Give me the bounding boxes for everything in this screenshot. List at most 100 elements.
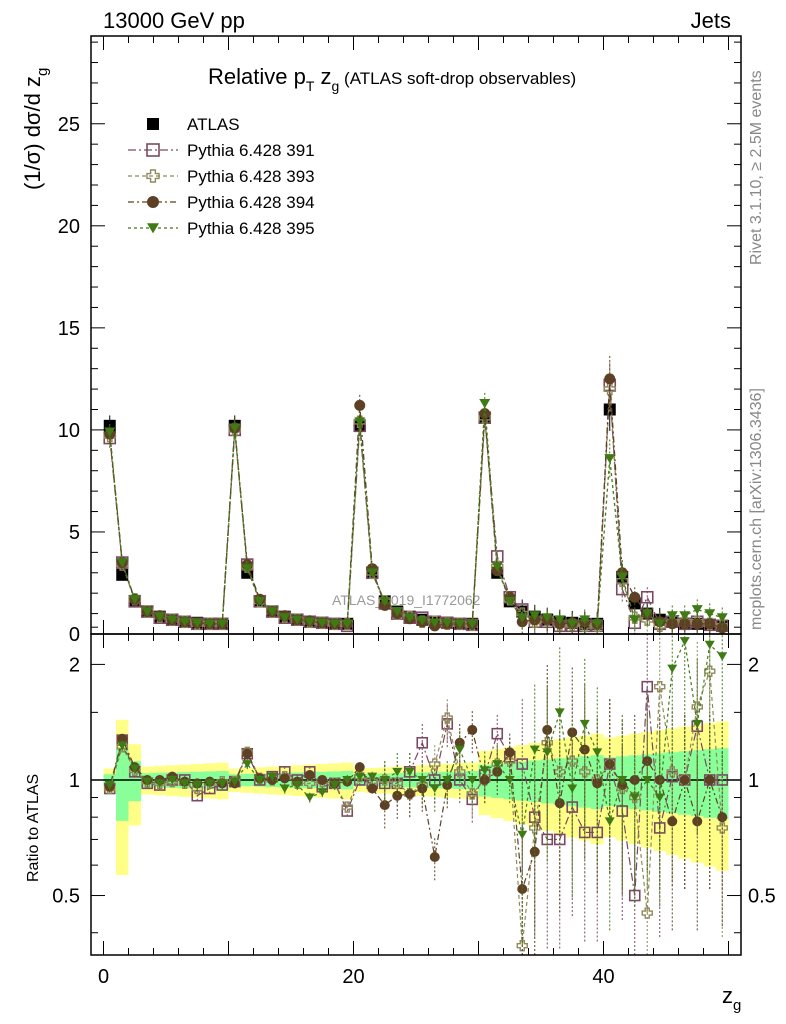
ratio-point: [491, 727, 504, 740]
ratio-point: [679, 774, 690, 785]
ratio-point: [217, 779, 228, 788]
ratio-point: [391, 777, 403, 790]
ratio-point: [204, 779, 215, 788]
ratio-point: [529, 846, 540, 857]
ratio-point: [679, 637, 690, 646]
data-point: [254, 596, 266, 607]
ratio-point: [542, 748, 553, 757]
data-point: [141, 607, 153, 617]
ratio-point: [516, 758, 529, 770]
ratio-point: [454, 766, 466, 778]
ratio-point: [642, 775, 653, 785]
ratio-point: [392, 767, 403, 777]
series-line: [109, 389, 723, 627]
ratio-point: [342, 775, 353, 785]
data-point: [191, 618, 203, 628]
ratio-point: [416, 736, 429, 749]
data-point: [354, 399, 366, 411]
ratio-point: [167, 775, 178, 785]
ratio-point: [341, 805, 354, 817]
ratio-point: [479, 766, 490, 775]
ratio-point: [429, 784, 440, 794]
x-tick-label: 20: [342, 966, 364, 988]
ratio-point: [367, 783, 378, 794]
rivet-label: Rivet 3.1.10, ≥ 2.5M events: [748, 70, 765, 265]
ratio-point: [704, 665, 716, 677]
ratio-point: [517, 883, 528, 894]
ratio-point: [629, 793, 640, 803]
data-point: [329, 619, 341, 629]
ratio-point: [379, 775, 390, 785]
ratio-point: [279, 784, 290, 794]
ratio-point: [304, 777, 316, 790]
legend-marker: [146, 143, 160, 157]
data-point: [579, 615, 591, 625]
data-point: [404, 613, 416, 623]
data-point: [679, 611, 691, 621]
legend-label: Pythia 6.428 393: [187, 167, 315, 186]
data-point: [316, 618, 328, 628]
y-tick-label: 5: [69, 522, 80, 544]
data-point: [679, 618, 691, 630]
main-panel: [103, 355, 729, 634]
data-point: [354, 417, 366, 427]
ratio-point: [467, 724, 478, 735]
data-point: [116, 558, 128, 568]
ratio-point: [617, 775, 628, 785]
ratio-point: [541, 737, 553, 749]
header-right: Jets: [691, 8, 731, 33]
data-point: [341, 619, 353, 629]
ratio-point: [654, 680, 666, 693]
data-point: [554, 615, 566, 625]
data-point: [591, 619, 603, 629]
data-point: [490, 550, 504, 563]
ratio-point: [179, 779, 190, 788]
xlabel: zg: [722, 983, 741, 1014]
data-point: [291, 615, 303, 625]
ratio-frame: [90, 633, 742, 956]
data-point: [441, 618, 453, 628]
ratio-point: [292, 781, 303, 790]
ratio-point: [642, 756, 653, 767]
ratio-point: [554, 798, 565, 809]
data-point: [641, 609, 653, 619]
ratio-y-tick-label: 1: [69, 770, 80, 792]
legend-marker: [146, 169, 160, 183]
data-point: [129, 594, 141, 605]
y-tick-label: 20: [58, 216, 80, 238]
data-point: [366, 568, 378, 578]
ratio-point: [441, 712, 453, 724]
ratio-point: [117, 733, 128, 744]
ratio-point: [592, 748, 603, 757]
ratio-point: [492, 766, 503, 777]
watermark: ATLAS_2019_I1772062: [332, 592, 481, 608]
ratio-point: [317, 774, 328, 785]
ratio-point: [341, 801, 353, 813]
data-point: [204, 619, 216, 629]
y-tick-label: 10: [58, 420, 80, 442]
legend-label: Pythia 6.428 391: [187, 141, 315, 160]
ratio-point: [317, 788, 328, 797]
ylabel-main: (1/σ) dσ/d zg: [20, 68, 51, 190]
ratio-point: [567, 784, 578, 794]
ratio-point: [279, 773, 290, 784]
ratio-point: [529, 745, 540, 755]
legend-label: Pythia 6.428 395: [187, 219, 315, 238]
data-point: [416, 616, 428, 626]
ratio-point: [192, 781, 203, 790]
ratio-y-tick-label-right: 2: [748, 654, 759, 676]
ratio-point: [117, 741, 128, 750]
ratio-point: [666, 766, 678, 778]
data-point: [304, 617, 316, 627]
ratio-point: [429, 758, 441, 770]
legend: ATLAS Pythia 6.428 391 Pythia 6.428 393 Pyt…: [128, 115, 315, 238]
ratio-point: [242, 760, 253, 769]
data-point: [179, 617, 191, 627]
axes: 0 20 40 0 5 10 15 20 25 0.5 0.5 1 1 2 2: [52, 35, 776, 988]
ratio-point: [641, 680, 654, 693]
ratio-point: [579, 719, 590, 729]
data-point: [566, 619, 578, 629]
ratio-point: [517, 830, 528, 840]
series-line: [109, 403, 723, 625]
data-point: [529, 611, 541, 621]
